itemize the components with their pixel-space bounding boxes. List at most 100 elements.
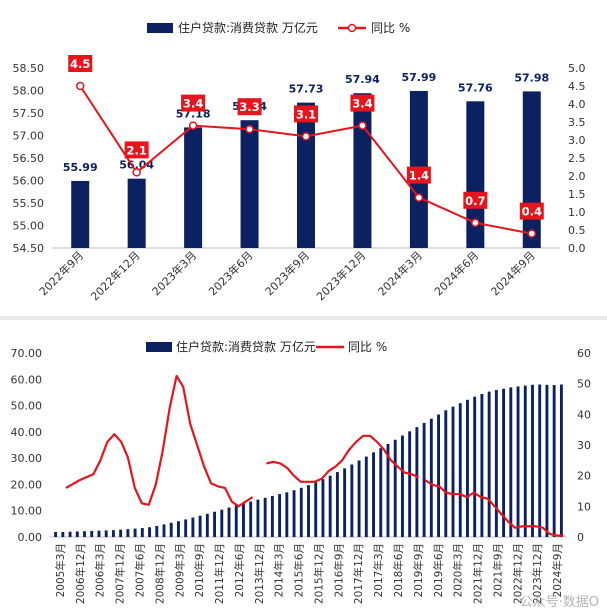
- top-legend-bar-swatch: [147, 23, 173, 33]
- top-line-point: [358, 121, 367, 130]
- bottom-legend: 住户贷款:消费贷款 万亿元 同比 %: [146, 339, 387, 354]
- bottom-bar: [227, 507, 231, 537]
- top-bar: [71, 180, 90, 248]
- bottom-bar: [335, 472, 339, 537]
- top-bar: [297, 102, 315, 249]
- top-line-label: 3.4: [183, 97, 203, 111]
- top-left-tick-label: 57.50: [13, 107, 45, 120]
- top-line-label: 3.1: [296, 107, 316, 121]
- top-right-tick-label: 2.0: [568, 170, 586, 183]
- top-legend-bar-label: 住户贷款:消费贷款 万亿元: [178, 20, 318, 35]
- bottom-bar: [285, 492, 289, 537]
- bottom-bar: [148, 527, 151, 537]
- bottom-x-tick-label: 2024年9月: [551, 543, 564, 597]
- top-left-tick-label: 58.50: [13, 62, 45, 75]
- bottom-bar: [270, 495, 274, 537]
- top-right-tick-label: 0.0: [568, 242, 586, 255]
- bottom-x-tick-label: 2008年12月: [153, 543, 166, 604]
- bottom-bar: [444, 410, 448, 537]
- bottom-bar: [364, 456, 368, 537]
- bottom-bar: [278, 494, 282, 537]
- bottom-bar: [191, 517, 195, 537]
- bottom-bar: [292, 490, 296, 537]
- bottom-right-tick-label: 10: [577, 500, 591, 513]
- top-left-tick-label: 57.00: [13, 130, 45, 143]
- top-left-tick-label: 56.00: [13, 175, 45, 188]
- top-line-label-box: [294, 105, 318, 123]
- top-x-tick-label: 2023年6月: [205, 248, 255, 298]
- bottom-x-tick-label: 2006年3月: [94, 543, 107, 597]
- bottom-x-tick-label: 2018年6月: [392, 543, 405, 597]
- bottom-left-tick-label: 60.00: [11, 373, 43, 386]
- bottom-bar: [487, 391, 491, 537]
- bottom-bar: [54, 532, 58, 537]
- bottom-bar: [516, 386, 520, 537]
- top-left-tick-label: 54.50: [13, 242, 45, 255]
- bottom-bar: [184, 519, 188, 537]
- bottom-right-tick-label: 40: [577, 408, 591, 421]
- bottom-x-tick-label: 2014年3月: [273, 543, 286, 597]
- bottom-bar: [220, 509, 224, 537]
- bottom-right-axis: 0 10 20 30 40 50 60: [577, 347, 591, 544]
- bottom-bar: [205, 513, 209, 537]
- bottom-bar: [321, 479, 325, 537]
- bottom-bar: [393, 439, 397, 537]
- bottom-left-tick-label: 50.00: [11, 400, 43, 413]
- top-line-point: [75, 81, 85, 91]
- bottom-x-tick-label: 2010年9月: [193, 543, 206, 597]
- bottom-left-axis: 0.00 10.00 20.00 30.00 40.00 50.00 60.00 70.00: [11, 347, 43, 544]
- bottom-bar: [545, 384, 549, 537]
- bottom-bar: [75, 531, 79, 537]
- top-right-tick-label: 3.5: [568, 116, 586, 129]
- top-bar-value-label: 57.76: [458, 81, 493, 94]
- bottom-bar: [234, 505, 238, 537]
- bottom-bar: [133, 528, 137, 537]
- bottom-x-tick-label: 2015年12月: [312, 543, 325, 604]
- top-right-tick-label: 2.5: [568, 152, 586, 165]
- bottom-left-tick-label: 20.00: [11, 478, 43, 491]
- top-line-point: [188, 121, 198, 130]
- bottom-bar: [458, 403, 462, 537]
- bottom-x-tick-label: 2020年3月: [452, 543, 465, 597]
- bottom-bar: [509, 387, 513, 537]
- bottom-x-tick-label: 2015年6月: [293, 543, 306, 597]
- bottom-bar: [379, 448, 383, 537]
- bottom-bar: [466, 399, 469, 537]
- top-right-tick-label: 1.0: [568, 206, 586, 219]
- bottom-bar: [415, 427, 419, 537]
- bottom-x-tick-label: 2021年9月: [491, 543, 504, 597]
- bottom-bar: [552, 385, 556, 537]
- bottom-bar: [502, 388, 506, 537]
- top-line-point: [527, 229, 537, 238]
- top-x-tick-label: 2024年9月: [488, 248, 538, 298]
- bottom-bar: [531, 384, 534, 537]
- top-line-label-box: [181, 94, 206, 112]
- bottom-left-tick-label: 10.00: [11, 505, 43, 518]
- bottom-x-tick-label: 2007年6月: [133, 543, 146, 597]
- bottom-x-tick-label: 2006年12月: [74, 543, 87, 604]
- top-bar-value-label: 55.99: [63, 161, 98, 174]
- bottom-bar: [111, 530, 115, 537]
- top-line-point: [471, 218, 480, 228]
- top-x-axis: 2022年9月 2022年12月 2023年3月 2023年6月 2023年9月 2023…: [36, 248, 538, 303]
- top-line-label-box: [519, 202, 544, 220]
- bottom-legend-line-label: 同比 %: [348, 340, 387, 354]
- bottom-bar: [263, 497, 267, 537]
- panel-divider: [0, 316, 607, 320]
- top-line-label-box: [124, 141, 149, 159]
- bottom-x-axis: 2005年3月 2006年12月 2006年3月 2007年12月 2007年6月 200…: [54, 543, 564, 604]
- bottom-bars: [54, 384, 563, 537]
- top-line-point: [132, 168, 141, 177]
- bottom-bar: [140, 528, 144, 537]
- top-left-tick-label: 58.00: [13, 85, 45, 98]
- bottom-yoy-line: [424, 479, 564, 537]
- bottom-right-tick-label: 20: [577, 470, 591, 483]
- top-right-tick-label: 1.5: [568, 188, 586, 201]
- top-x-tick-label: 2024年3月: [375, 248, 425, 298]
- bottom-bar: [299, 487, 303, 537]
- top-line-label: 3.4: [352, 97, 372, 111]
- bottom-bar: [422, 422, 426, 537]
- bottom-bar: [408, 431, 412, 537]
- top-bar: [184, 127, 203, 248]
- top-legend-line-marker: [347, 23, 357, 33]
